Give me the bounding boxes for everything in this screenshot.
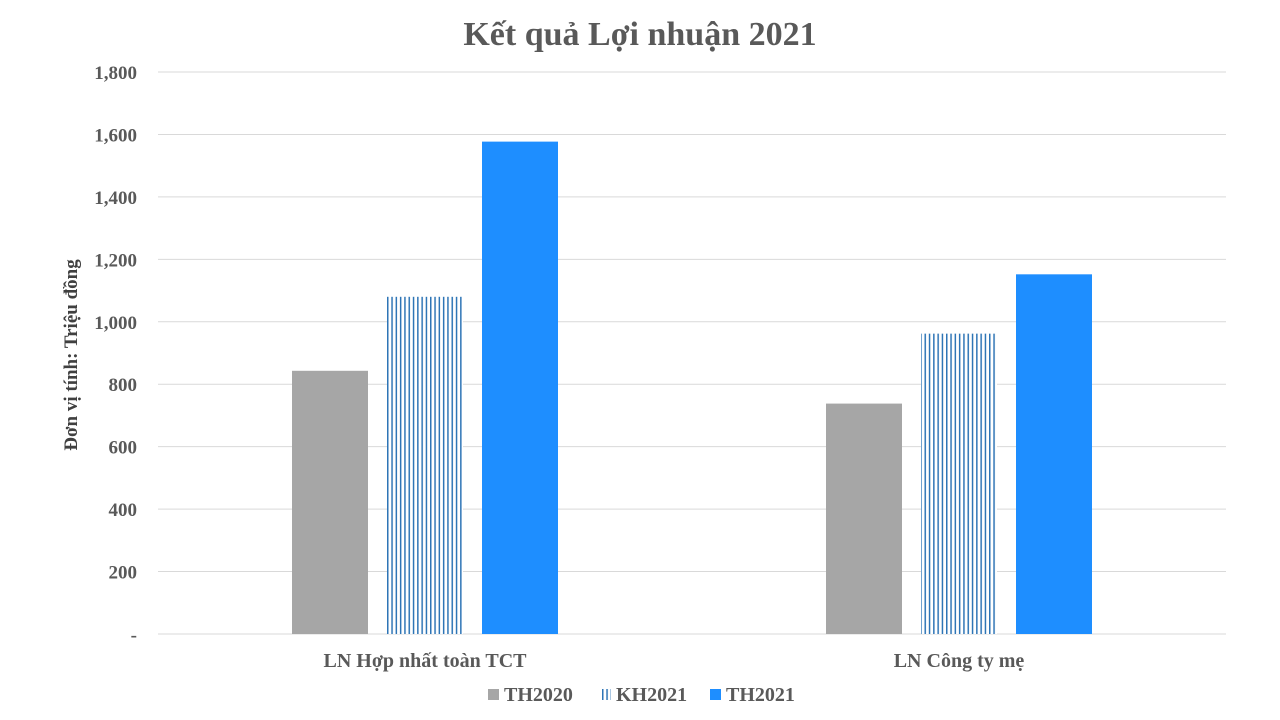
y-tick-label: 600 bbox=[109, 438, 138, 459]
x-axis-categories: LN Hợp nhất toàn TCT LN Công ty mẹ bbox=[324, 650, 1025, 672]
legend-swatch-th2021 bbox=[710, 689, 721, 700]
y-tick-label: 1,400 bbox=[94, 188, 137, 209]
y-tick-label: - bbox=[131, 625, 137, 646]
bar-kh2021 bbox=[921, 333, 997, 634]
bars bbox=[292, 141, 1092, 634]
bar-th2021 bbox=[1016, 274, 1092, 634]
y-tick-label: 400 bbox=[109, 500, 138, 521]
legend-label: TH2021 bbox=[726, 684, 795, 706]
bar-kh2021 bbox=[387, 296, 463, 634]
y-tick-label: 1,800 bbox=[94, 63, 137, 84]
bar-th2020 bbox=[292, 370, 368, 634]
legend-label: KH2021 bbox=[616, 684, 687, 706]
x-category-label: LN Hợp nhất toàn TCT bbox=[324, 650, 528, 672]
y-tick-label: 1,200 bbox=[94, 250, 137, 271]
legend: TH2020 KH2021 TH2021 bbox=[488, 684, 795, 706]
y-tick-label: 1,600 bbox=[94, 125, 137, 146]
legend-label: TH2020 bbox=[504, 684, 573, 706]
y-tick-label: 800 bbox=[109, 375, 138, 396]
y-axis-ticks: - 200 400 600 800 1,000 1,200 1,400 1,600 1,800 bbox=[94, 63, 137, 646]
bar-th2020 bbox=[826, 403, 902, 634]
y-tick-label: 200 bbox=[109, 563, 138, 584]
x-category-label: LN Công ty mẹ bbox=[894, 650, 1025, 672]
y-axis-label: Đơn vị tính: Triệu đồng bbox=[61, 259, 82, 451]
legend-swatch-th2020 bbox=[488, 689, 499, 700]
legend-swatch-kh2021 bbox=[600, 689, 611, 700]
bar-th2021 bbox=[482, 141, 558, 634]
y-tick-label: 1,000 bbox=[94, 313, 137, 334]
chart-title: Kết quả Lợi nhuận 2021 bbox=[463, 16, 816, 53]
